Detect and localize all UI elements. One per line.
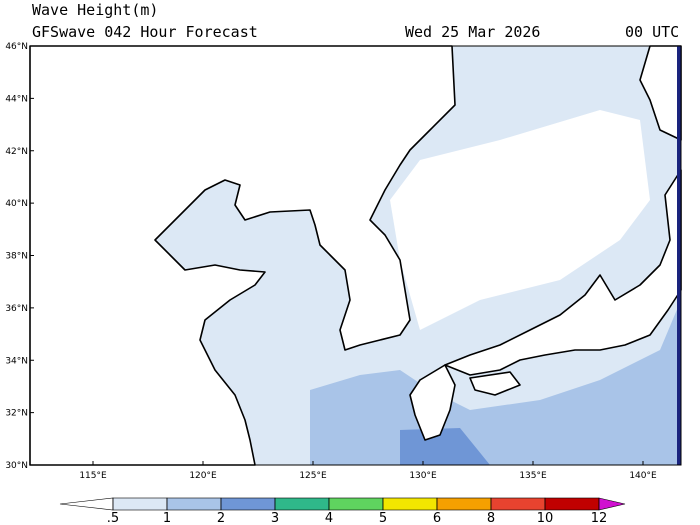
colorbar-label: .5: [107, 511, 119, 525]
wave-area: [310, 300, 681, 465]
colorbar-segment: [328, 497, 384, 511]
lon-label: 120°E: [189, 471, 217, 481]
colorbar-segment: [436, 497, 492, 511]
lon-label: 130°E: [409, 471, 437, 481]
subtitle: GFSwave 042 Hour Forecast: [32, 23, 258, 41]
colorbar-segment: [274, 497, 330, 511]
colorbar-segment: [544, 497, 600, 511]
kyushu: [409, 364, 456, 441]
lon-label: 135°E: [519, 471, 547, 481]
lat-label: 46°N: [5, 42, 28, 52]
colorbar-segment: [382, 497, 438, 511]
colorbar-label: 10: [537, 511, 554, 525]
lat-label: 34°N: [5, 356, 28, 366]
lon-label: 125°E: [299, 471, 327, 481]
lon-label: 140°E: [629, 471, 657, 481]
lat-label: 38°N: [5, 252, 28, 262]
lat-label: 40°N: [5, 199, 28, 209]
calm-area: [390, 110, 650, 330]
wave-area: [400, 428, 490, 465]
colorbar-label: 5: [379, 511, 387, 525]
colorbar-segment: [220, 497, 276, 511]
colorbar-label: 2: [217, 511, 225, 525]
colorbar-label: 3: [271, 511, 279, 525]
colorbar-arrow-left: [59, 497, 114, 511]
honshu: [444, 169, 682, 376]
colorbar-label: 6: [433, 511, 441, 525]
lat-label: 36°N: [5, 304, 28, 314]
colorbar-segment: [490, 497, 546, 511]
edge-strip: [677, 46, 681, 465]
shikoku: [469, 371, 521, 396]
lon-label: 115°E: [79, 471, 107, 481]
title: Wave Height(m): [32, 1, 158, 19]
colorbar-label: 12: [591, 511, 608, 525]
colorbar-label: 4: [325, 511, 333, 525]
lat-label: 32°N: [5, 409, 28, 419]
colorbar-segment: [112, 497, 168, 511]
map: [29, 45, 682, 466]
colorbar-arrow-right: [598, 497, 626, 511]
lat-label: 42°N: [5, 147, 28, 157]
lat-label: 44°N: [5, 94, 28, 104]
colorbar-label: 1: [163, 511, 171, 525]
colorbar-segment: [166, 497, 222, 511]
colorbar-label: 8: [487, 511, 495, 525]
time: 00 UTC: [625, 23, 679, 41]
date: Wed 25 Mar 2026: [405, 23, 540, 41]
mainland: [29, 45, 456, 466]
lat-label: 30°N: [5, 461, 28, 471]
